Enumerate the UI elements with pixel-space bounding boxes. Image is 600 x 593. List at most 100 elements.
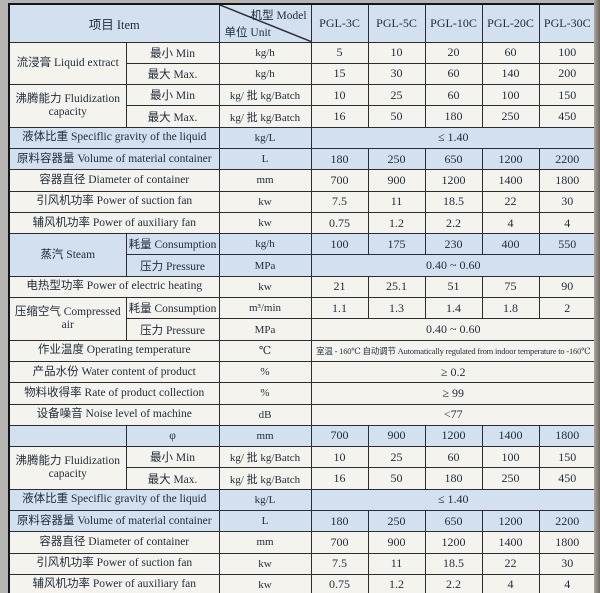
value-cell: 60 [481,41,540,64]
unit-cell: L [218,147,312,171]
value-cell: 20 [424,41,483,64]
row-label: 作业温度 Operating temperature [8,339,220,362]
value-cell: 60 [424,446,483,469]
value-cell: 1200 [424,531,483,554]
value-cell: 1200 [424,424,483,448]
value-cell: 700 [310,531,369,554]
value-cell: 2.2 [424,573,483,593]
value-cell: 50 [367,467,426,490]
unit-cell: m³/min [218,297,312,320]
model-col-header: PGL-10C [424,3,483,43]
model-col-header: PGL-3C [310,3,369,43]
model-col-header: PGL-20C [481,3,540,43]
span-value-cell: <77 [310,403,597,426]
row-group-label: 压缩空气 Compressed air [8,297,127,341]
unit-cell: MPa [218,254,312,277]
value-cell: 15 [310,62,369,86]
value-cell: 650 [424,147,483,171]
unit-cell: % [218,360,312,384]
unit-cell: dB [218,403,312,426]
value-cell: 21 [310,275,369,299]
value-cell: 175 [367,233,426,256]
table-row: 设备噪音 Noise level of machine dB <77 [8,403,597,426]
table-row: 容器直径 Diameter of container mm 700 900 12… [8,169,597,192]
unit-cell: kg/L [218,488,312,512]
value-cell: 11 [367,190,426,213]
table-row: 产品水份 Water content of product % ≥ 0.2 [8,360,597,384]
value-cell: 4 [538,211,597,235]
table-row: 引风机功率 Power of suction fan kw 7.5 11 18.… [8,190,597,213]
value-cell: 1800 [538,424,597,448]
span-value-cell: ≤ 1.40 [310,126,597,149]
row-sublabel: 最小 Min [125,446,220,469]
table-row: 容器直径 Diameter of container mm 700 900 12… [8,531,597,554]
value-cell: 50 [367,105,426,128]
unit-cell: kw [218,190,312,213]
row-label: 引风机功率 Power of suction fan [8,552,220,575]
table-row: 沸腾能力 Fluidization capacity 最小 Min kg/ 批 … [8,446,597,490]
value-cell: 100 [481,84,540,107]
row-group-label: 沸腾能力 Fluidization capacity [8,446,127,490]
value-cell: 650 [424,510,483,533]
value-cell: 10 [310,84,369,107]
value-cell: 140 [481,62,540,86]
table-row: 作业温度 Operating temperature ℃ 室温 - 160℃ 自… [8,339,597,362]
value-cell: 16 [310,105,369,128]
value-cell: 250 [367,510,426,533]
table-row: 电热型功率 Power of electric heating kw 21 25… [8,275,597,299]
blank-cell [8,424,127,448]
table-row: 辅风机功率 Power of auxiliary fan kw 0.75 1.2… [8,573,597,593]
row-label: 原料容器量 Volume of material container [8,510,220,533]
value-cell: 2.2 [424,211,483,235]
scan-edge-shadow [594,0,600,593]
value-cell: 700 [310,424,369,448]
row-sublabel: 耗量 Consumption [125,297,220,320]
value-cell: 200 [538,62,597,86]
row-sublabel: 最大 Max. [125,467,220,490]
value-cell: 90 [538,275,597,299]
value-cell: 1800 [538,169,597,192]
row-label: 容器直径 Diameter of container [8,531,220,554]
value-cell: 25.1 [367,275,426,299]
model-col-header: PGL-30C [538,3,597,43]
value-cell: 100 [310,233,369,256]
value-cell: 4 [481,573,540,593]
value-cell: 75 [481,275,540,299]
value-cell: 450 [538,105,597,128]
table-row: φ mm 700 900 1200 1400 1800 [8,424,597,448]
table-row: 压缩空气 Compressed air 耗量 Consumption m³/mi… [8,297,597,341]
unit-cell: kw [218,573,312,593]
row-label: 电热型功率 Power of electric heating [8,275,220,299]
unit-cell: mm [218,531,312,554]
unit-cell: kw [218,275,312,299]
value-cell: 1200 [481,510,540,533]
diagonal-line [220,5,311,42]
value-cell: 60 [424,62,483,86]
table-row: 引风机功率 Power of suction fan kw 7.5 11 18.… [8,552,597,575]
table-row: 辅风机功率 Power of auxiliary fan kw 0.75 1.2… [8,211,597,235]
unit-cell: kg/h [218,41,312,64]
value-cell: 1400 [481,169,540,192]
span-value-cell: ≤ 1.40 [310,488,597,512]
unit-cell: kg/ 批 kg/Batch [218,105,312,128]
value-cell: 2200 [538,510,597,533]
value-cell: 4 [538,573,597,593]
value-cell: 900 [367,531,426,554]
unit-cell: kw [218,211,312,235]
value-cell: 1.4 [424,297,483,320]
unit-cell: kg/ 批 kg/Batch [218,446,312,469]
value-cell: 250 [367,147,426,171]
table-row: 液体比重 Speciflic gravity of the liquid kg/… [8,126,597,149]
value-cell: 550 [538,233,597,256]
value-cell: 180 [424,467,483,490]
value-cell: 900 [367,424,426,448]
span-value-cell: 0.40 ~ 0.60 [310,254,597,277]
value-cell: 180 [310,147,369,171]
value-cell: 1200 [424,169,483,192]
value-cell: 10 [367,41,426,64]
value-cell: 900 [367,169,426,192]
span-value-cell: ≥ 0.2 [310,360,597,384]
value-cell: 1.2 [367,573,426,593]
row-group-label: 蒸汽 Steam [8,233,127,277]
value-cell: 180 [310,510,369,533]
